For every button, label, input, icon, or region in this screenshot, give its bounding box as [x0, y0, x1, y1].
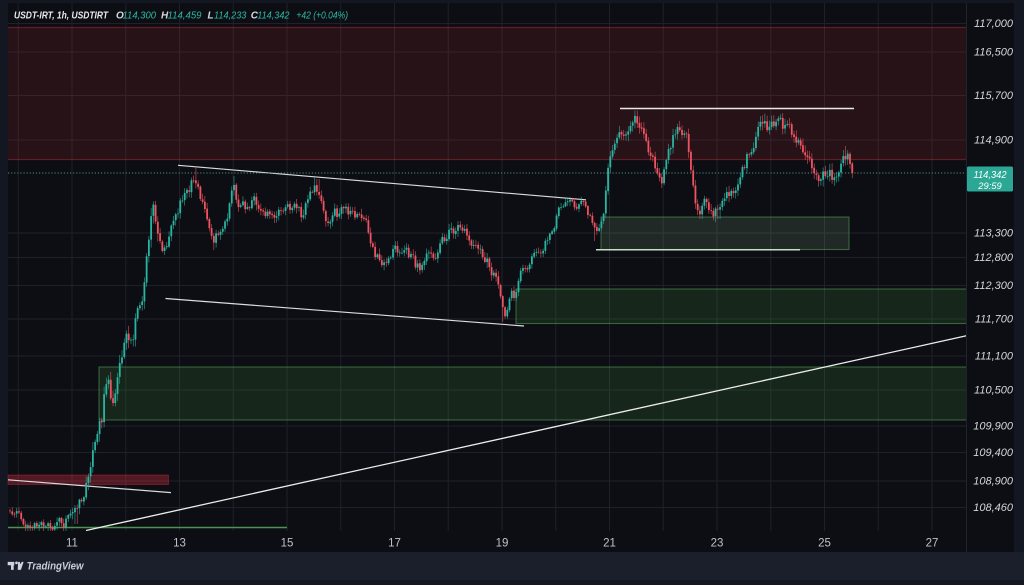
svg-text:115,700: 115,700 — [974, 90, 1014, 102]
svg-text:11: 11 — [66, 538, 78, 550]
svg-text:109,900: 109,900 — [973, 421, 1014, 433]
svg-text:113,300: 113,300 — [974, 228, 1014, 240]
svg-text:TradingView: TradingView — [27, 560, 85, 572]
svg-text:O: O — [116, 11, 124, 22]
svg-text:25: 25 — [818, 538, 831, 550]
svg-text:114,459: 114,459 — [168, 11, 202, 22]
svg-text:19: 19 — [496, 538, 509, 550]
svg-text:21: 21 — [603, 538, 616, 550]
svg-text:+42 (+0.04%): +42 (+0.04%) — [296, 11, 348, 22]
svg-text:17: 17 — [388, 538, 401, 550]
svg-text:109,400: 109,400 — [973, 447, 1014, 459]
svg-text:L: L — [208, 11, 214, 22]
svg-text:111,700: 111,700 — [975, 314, 1014, 326]
svg-text:112,800: 112,800 — [974, 252, 1014, 264]
svg-text:116,500: 116,500 — [974, 47, 1014, 59]
svg-text:108,900: 108,900 — [973, 476, 1014, 488]
svg-text:114,233: 114,233 — [214, 11, 247, 22]
svg-text:15: 15 — [281, 538, 294, 550]
svg-text:27: 27 — [926, 538, 939, 550]
svg-text:114,342: 114,342 — [257, 11, 290, 22]
svg-text:114,900: 114,900 — [974, 135, 1014, 147]
svg-text:108,460: 108,460 — [973, 502, 1014, 514]
svg-text:H: H — [161, 11, 169, 22]
svg-text:110,500: 110,500 — [974, 385, 1014, 397]
svg-text:13: 13 — [173, 538, 186, 550]
svg-text:114,342: 114,342 — [974, 170, 1007, 181]
svg-text:23: 23 — [711, 538, 724, 550]
svg-text:111,100: 111,100 — [975, 351, 1014, 363]
svg-text:117,000: 117,000 — [974, 18, 1014, 30]
svg-text:112,300: 112,300 — [974, 280, 1014, 292]
svg-text:114,300: 114,300 — [123, 11, 157, 22]
svg-text:USDT-IRT, 1h, USDTIRT: USDT-IRT, 1h, USDTIRT — [14, 11, 109, 22]
svg-text:29:59: 29:59 — [977, 181, 1002, 192]
svg-text:C: C — [251, 11, 259, 22]
